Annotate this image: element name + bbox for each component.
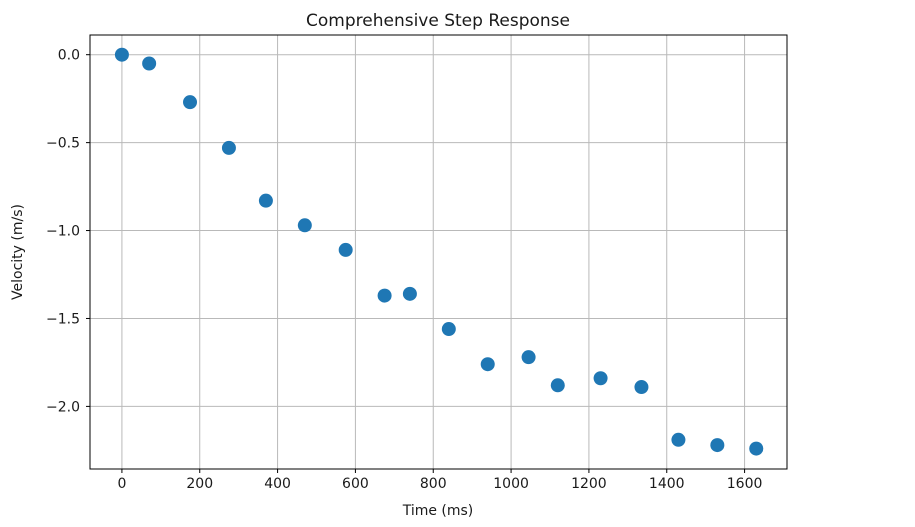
plot-border [89,34,788,470]
data-point [377,288,392,303]
data-point [221,140,236,155]
data-point [749,441,764,456]
x-tick-label: 0 [117,476,126,492]
gridlines [90,35,787,469]
y-tick-label: −2.0 [46,399,80,415]
data-point [710,438,725,453]
data-point [142,56,157,71]
chart-title: Comprehensive Step Response [306,11,570,31]
data-point [114,47,129,62]
data-point [258,193,273,208]
x-tick-label: 1200 [571,476,607,492]
data-point [550,378,565,393]
data-points [114,47,764,456]
data-point [402,286,417,301]
x-tick-label: 1400 [649,476,685,492]
data-point [634,380,649,395]
x-axis-label: Time (ms) [402,503,474,519]
y-tick-label: −0.5 [46,136,80,152]
y-tick-label: −1.5 [46,311,80,327]
x-tick-label: 1600 [727,476,763,492]
data-point [671,432,686,447]
data-point [593,371,608,386]
tick-labels: 0 200 400 600 800 1000 1200 1400 1600 0.0 −0.5 −1.0… [46,48,762,492]
x-tick-label: 200 [186,476,213,492]
data-point [183,95,198,110]
axis-ticks [86,54,746,473]
x-tick-label: 600 [342,476,369,492]
y-tick-label: 0.0 [58,48,80,64]
data-point [338,242,353,257]
x-tick-label: 800 [420,476,447,492]
x-tick-label: 400 [264,476,291,492]
x-tick-label: 1000 [493,476,529,492]
data-point [521,350,536,365]
data-point [441,322,456,337]
data-point [297,218,312,233]
y-tick-label: −1.0 [46,224,80,240]
data-point [480,357,495,372]
y-axis-label: Velocity (m/s) [10,204,26,300]
